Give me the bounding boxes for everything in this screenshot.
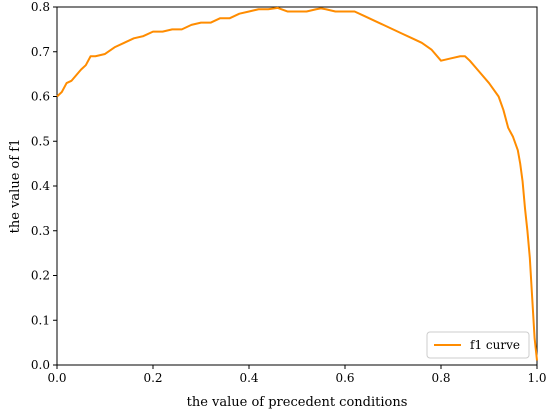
- y-tick-label: 0.0: [31, 358, 50, 372]
- x-tick-label: 0.4: [239, 371, 258, 385]
- x-axis-label: the value of precedent conditions: [187, 395, 408, 410]
- x-tick-label: 0.2: [143, 371, 162, 385]
- y-tick-label: 0.8: [31, 0, 50, 14]
- y-tick-label: 0.1: [31, 313, 50, 327]
- y-tick-label: 0.2: [31, 269, 50, 283]
- y-axis-label: the value of f1: [8, 139, 23, 234]
- x-tick-label: 0.0: [47, 371, 66, 385]
- legend: f1 curve: [426, 331, 530, 359]
- x-axis-ticks: 0.0 0.2 0.4 0.6 0.8 1.0: [47, 365, 547, 385]
- y-axis-ticks: 0.0 0.1 0.2 0.3 0.4 0.5 0.6 0.7 0.8: [31, 0, 57, 372]
- x-tick-label: 0.6: [335, 371, 354, 385]
- y-tick-label: 0.7: [31, 45, 50, 59]
- legend-label-f1-curve: f1 curve: [470, 338, 520, 352]
- legend-box: [426, 331, 530, 359]
- x-tick-label: 1.0: [527, 371, 546, 385]
- series-layer: [56, 6, 538, 361]
- x-tick-label: 0.8: [431, 371, 450, 385]
- y-tick-label: 0.4: [31, 179, 50, 193]
- y-tick-label: 0.5: [31, 134, 50, 148]
- y-tick-label: 0.3: [31, 224, 50, 238]
- y-tick-label: 0.6: [31, 90, 50, 104]
- plot-frame: [56, 6, 538, 366]
- series-line-f1-curve: [56, 6, 538, 361]
